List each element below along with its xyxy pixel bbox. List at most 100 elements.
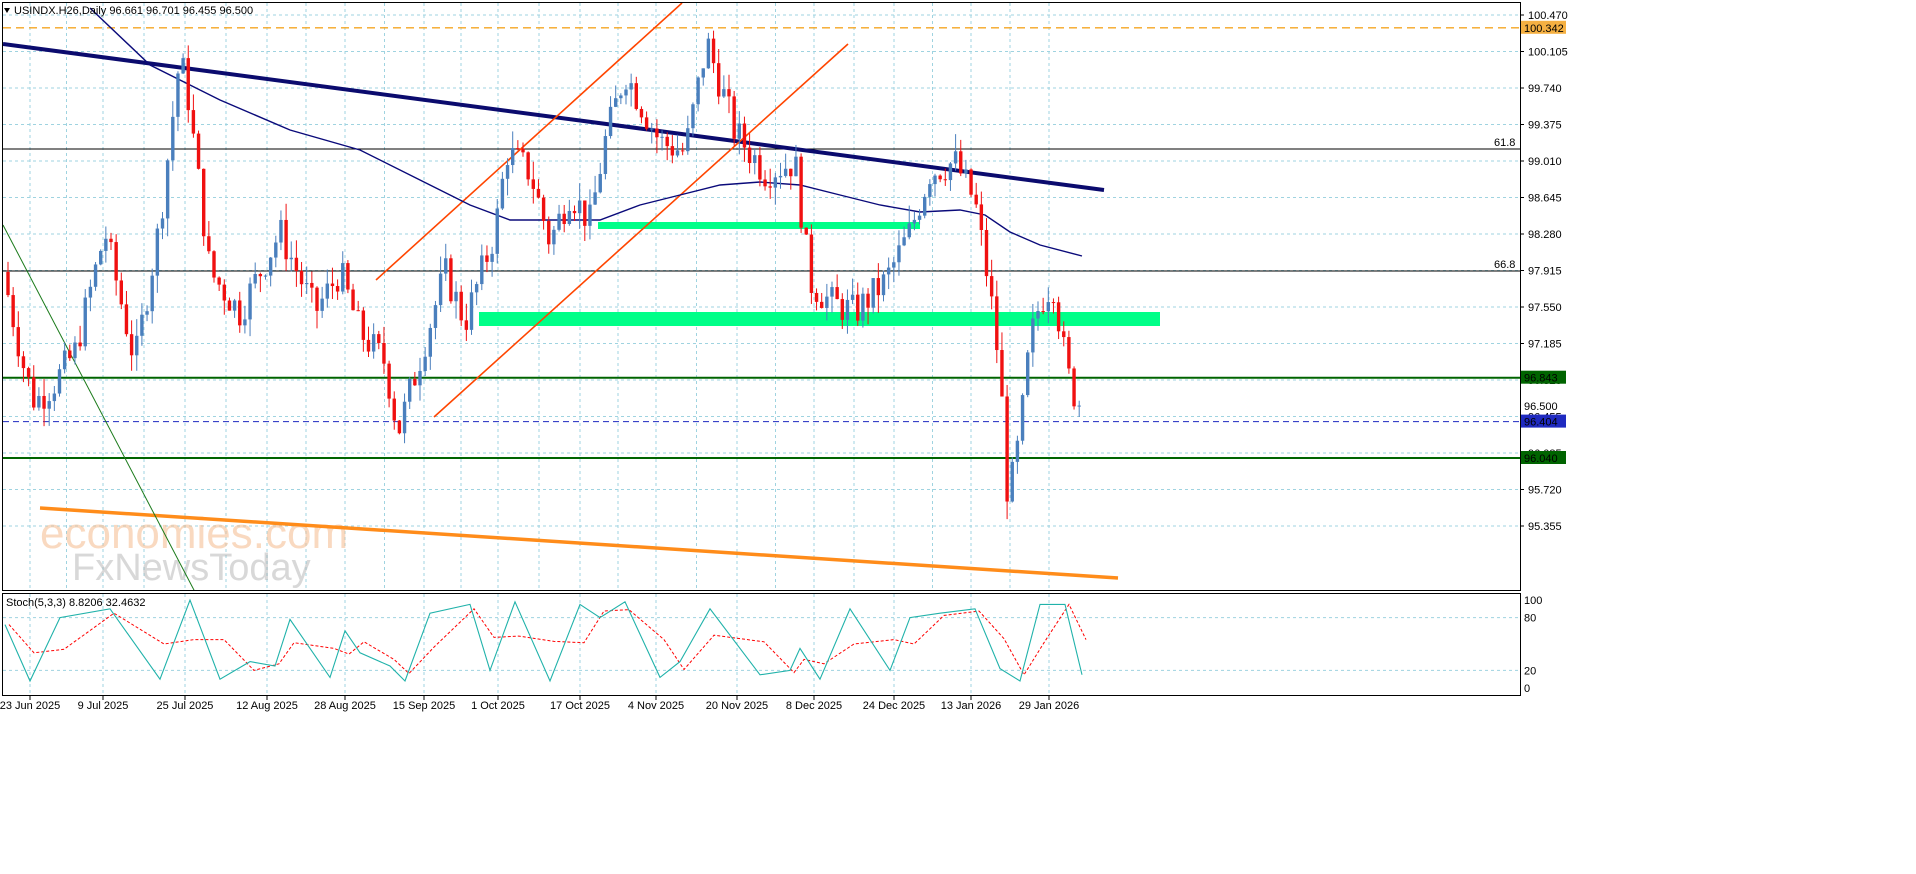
candle-body [820,301,824,308]
candle-body [588,204,592,226]
candle-body [232,300,237,311]
candle-body [660,136,664,138]
candle-body [299,270,304,285]
candle-body [1072,368,1076,407]
x-tick-label: 12 Aug 2025 [236,700,298,712]
candle-body [686,128,690,152]
candle-body [387,363,391,399]
candle-body [536,188,541,198]
watermark-site: FxNewsToday [72,547,311,589]
candle-body [474,284,479,293]
candle-body [583,200,587,226]
candle-body [21,356,26,369]
top-level-tag: 100.342 [1524,23,1564,35]
candle-body [129,334,134,356]
stoch-axis: 100 80 20 0 [1524,595,1542,695]
candle-body [73,342,77,359]
channel-upper-line[interactable] [375,3,683,281]
candle-body [207,236,211,252]
time-axis: 23 Jun 2025 9 Jul 2025 25 Jul 2025 12 Aug 2… [0,696,1079,712]
y-tick-label: 98.645 [1528,193,1562,205]
candle-body [366,339,371,352]
candle-body [603,136,608,174]
symbol-dropdown-icon[interactable] [4,8,10,13]
candle-body [706,38,711,69]
y-tick-label: 99.375 [1528,120,1562,132]
candle-body [1046,302,1050,312]
x-tick-label: 28 Aug 2025 [314,700,376,712]
candle-body [521,148,525,153]
stoch-levels [3,617,1520,671]
candle-body [732,96,736,139]
candle-body [675,150,680,156]
stoch-main-line [4,598,1083,683]
candle-body [243,319,247,326]
candle-body [938,175,942,180]
candle-body [917,215,922,220]
candle-body [186,58,190,111]
stoch-label: Stoch(5,3,3) 8.8206 32.4632 [6,597,145,609]
candle-body [892,262,896,268]
candle-body [562,213,566,224]
candle-body [160,218,165,229]
candle-body [665,136,669,147]
candle-body [150,275,154,312]
candle-body [124,304,129,335]
candle-body [119,280,123,305]
thin-green-diagonal[interactable] [3,224,195,592]
candle-body [227,300,232,311]
candle-body [428,327,432,357]
candle-body [511,148,515,166]
candle-body [773,177,778,188]
candle-body [423,356,427,371]
candle-body [701,68,705,78]
close-price-tag-bg [1521,399,1566,412]
candle-body [680,150,685,152]
candle-body [263,275,268,277]
candle-body [356,310,360,312]
candle-body [727,89,731,97]
candle-body [886,267,891,275]
candle-body [305,282,309,285]
candle-body [37,395,41,408]
symbol-header: USINDX.H26,Daily 96.661 96.701 96.455 96… [14,5,253,17]
candle-body [861,293,865,321]
candle-body [57,369,62,394]
candle-body [408,378,412,402]
candle-body [1010,461,1014,502]
candle-body [670,146,675,156]
candles [6,30,1081,520]
support-level-tag: 96.040 [1524,453,1558,465]
candle-body [438,273,443,306]
candle-body [789,168,793,177]
candle-body [346,263,350,290]
price-tags: 100.342 96.843 96.040 96.500 96.404 [1521,20,1566,465]
candle-body [325,283,329,299]
candle-body [547,220,551,245]
candle-body [26,368,31,378]
candle-body [1015,440,1020,462]
candle-body [93,264,98,287]
y-tick-label: 95.355 [1528,521,1562,533]
channel-lower-line[interactable] [433,43,849,418]
candle-body [644,117,649,129]
candle-body [62,350,67,370]
x-tick-label: 20 Nov 2025 [706,700,768,712]
candle-body [768,186,772,188]
candle-body [928,184,932,197]
candle-body [948,163,953,181]
candle-body [505,165,510,179]
candle-body [783,168,788,176]
candle-body [47,401,51,409]
candle-body [758,155,762,180]
candle-body [850,294,855,300]
y-tick-label: 97.915 [1528,266,1562,278]
candle-body [454,291,458,302]
candle-body [717,63,721,97]
long-downtrend-line[interactable] [3,42,1105,192]
x-tick-label: 17 Oct 2025 [550,700,610,712]
y-tick-label: 99.010 [1528,156,1562,168]
candle-body [912,219,917,224]
support-trendline[interactable] [39,506,1119,580]
